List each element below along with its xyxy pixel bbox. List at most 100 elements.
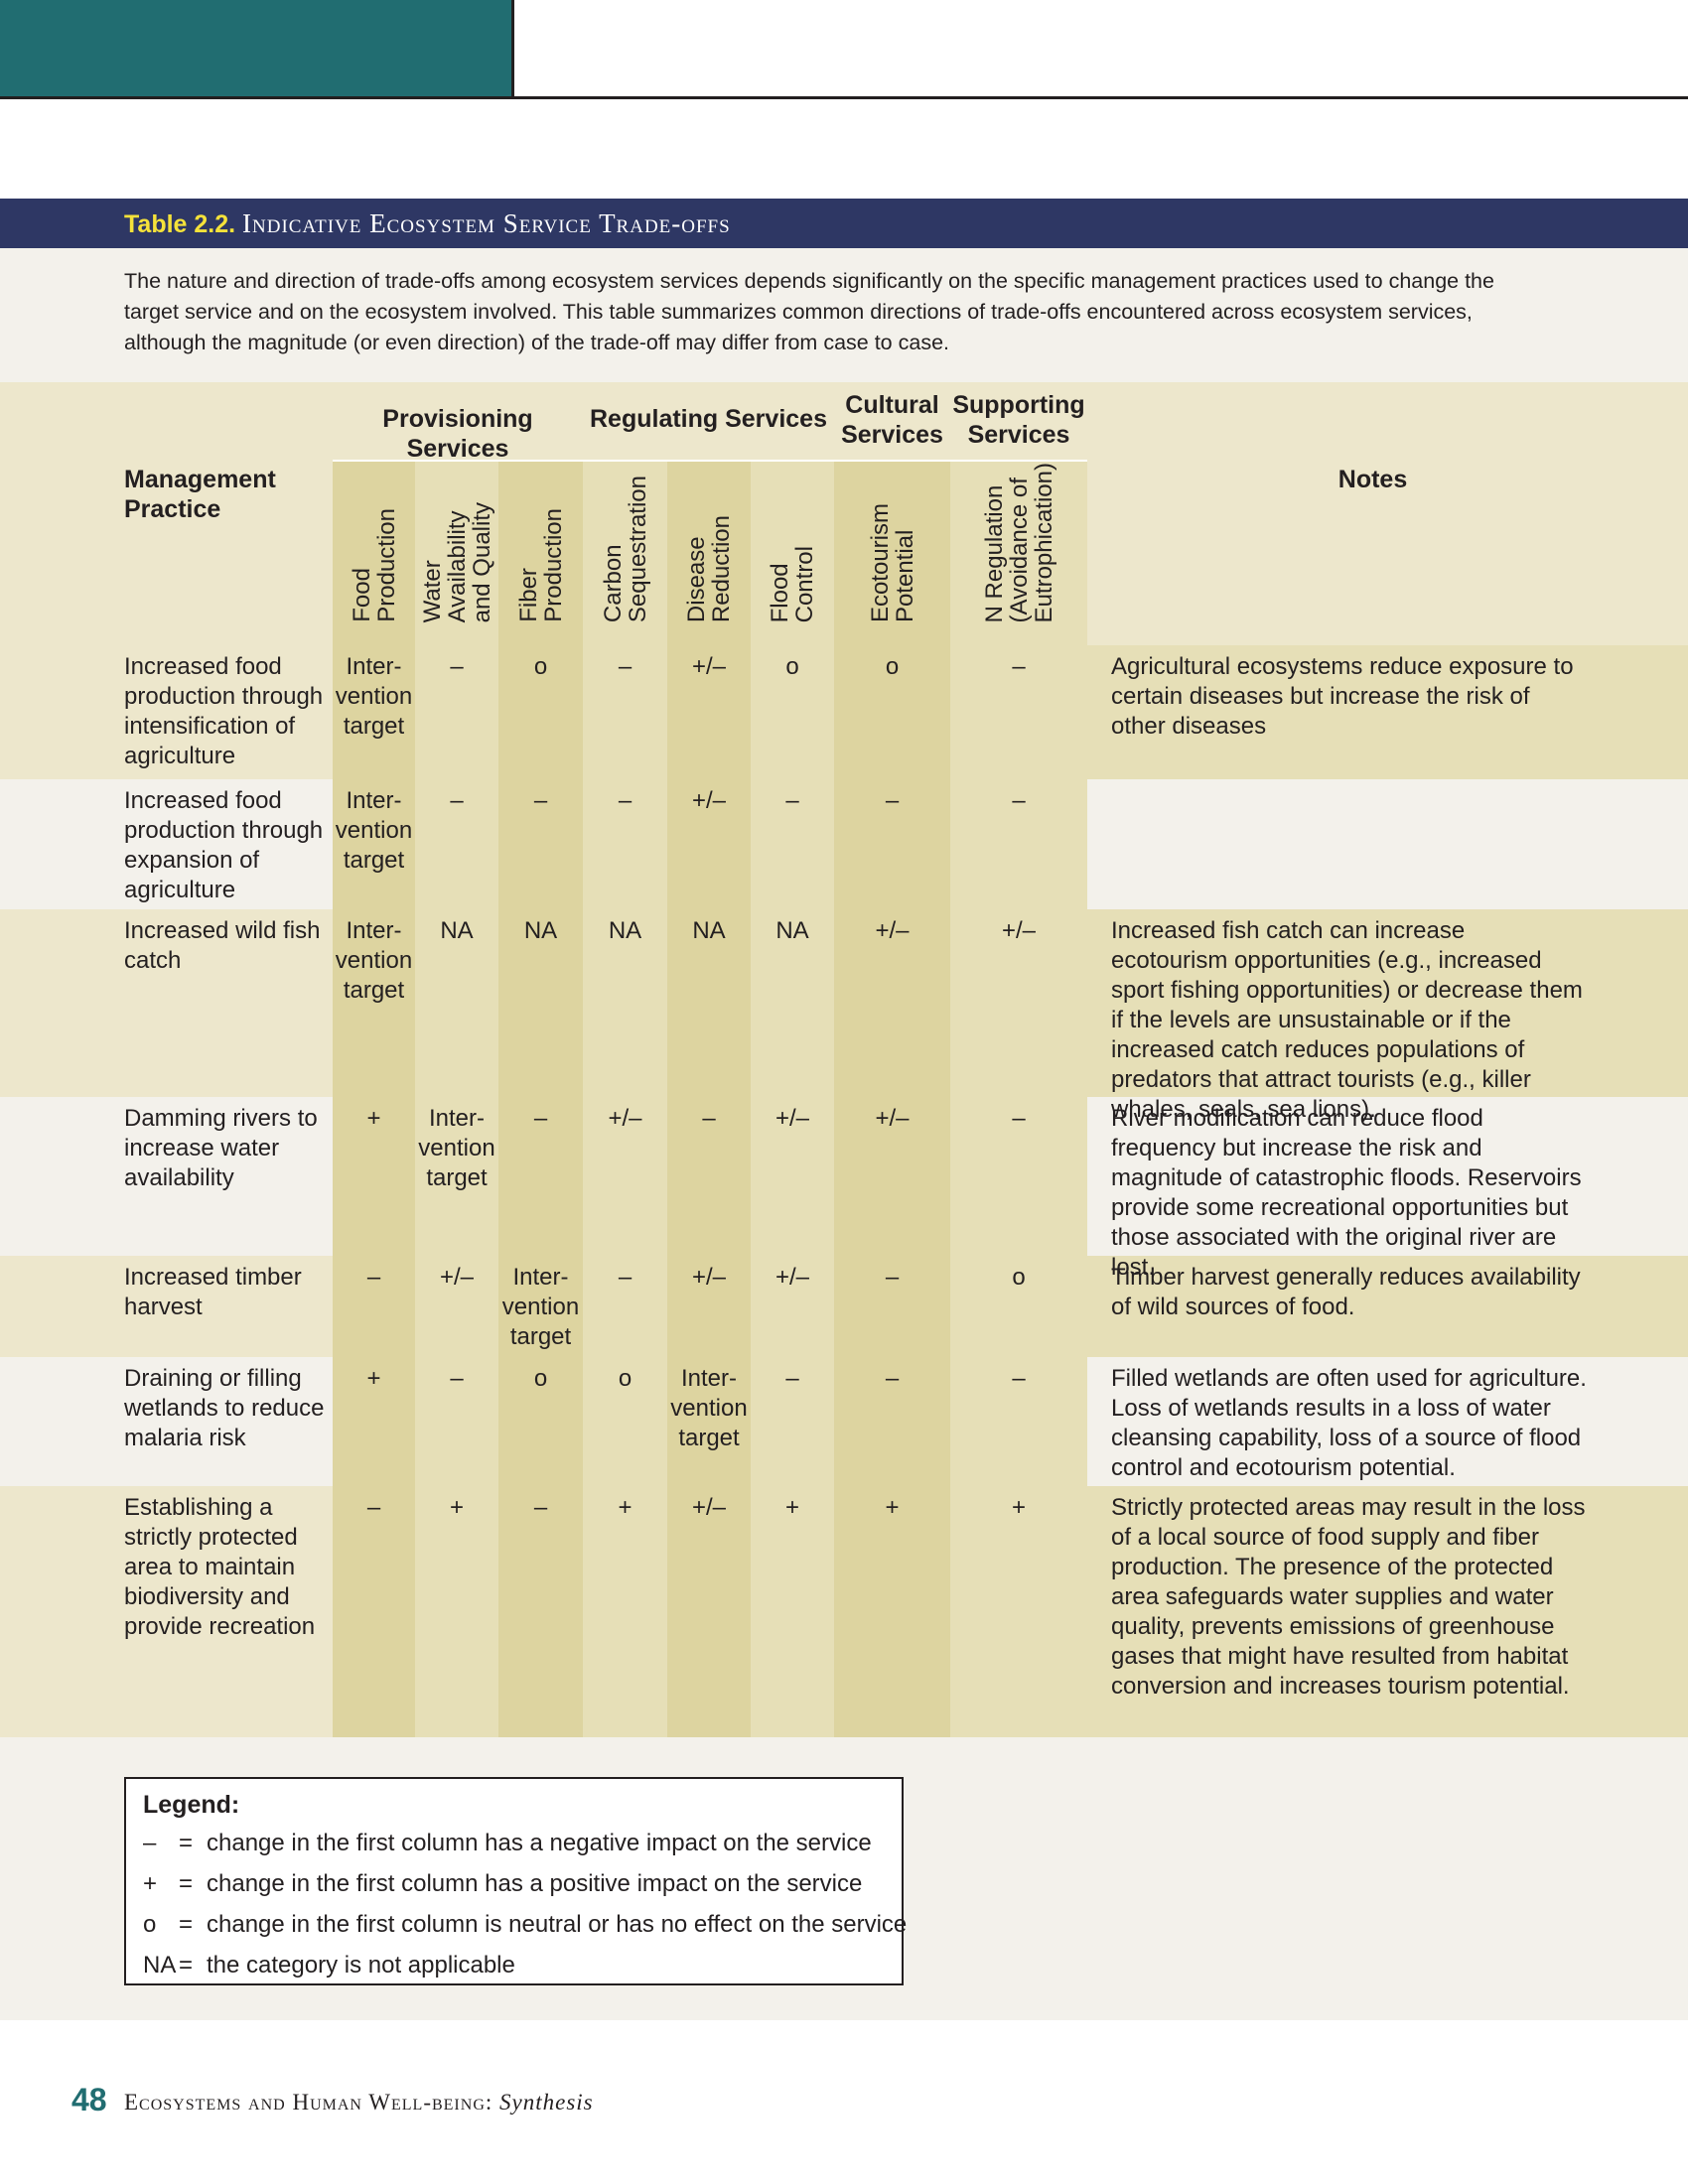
running-title-main: Ecosystems and Human Well-being: (124, 2090, 493, 2115)
value-cell: NA (775, 917, 809, 944)
column-band (415, 462, 498, 1737)
practice-cell: Increased timber harvest (124, 1264, 302, 1320)
value-cell: +/– (691, 1264, 727, 1291)
value-cell: +/– (691, 787, 727, 814)
legend-equals: = (179, 1911, 194, 1938)
value-cell: NA (523, 917, 558, 944)
legend-text: the category is not applicable (207, 1952, 515, 1979)
column-header: N Regulation (Avoidance of Eutrophicatio… (980, 462, 1057, 622)
legend-equals: = (179, 1870, 194, 1897)
practice-cell: Increased food production through intens… (124, 653, 324, 769)
intervention-target-cell: Inter-vention target (670, 1365, 748, 1451)
notes-band (1087, 1256, 1688, 1357)
value-cell: – (450, 787, 464, 814)
group-header-band (834, 382, 950, 460)
value-cell: NA (608, 917, 642, 944)
notes-cell: Filled wetlands are often used for agric… (1111, 1365, 1587, 1481)
intervention-target-cell: Inter-vention target (418, 1105, 495, 1191)
running-title-sub: Synthesis (499, 2090, 594, 2115)
column-band (498, 462, 583, 1737)
value-cell: +/– (875, 1105, 910, 1132)
legend-item: o = change in the first column is neutral … (143, 1904, 907, 1945)
notes-cell: Increased fish catch can increase ecotou… (1111, 917, 1583, 1123)
intervention-target-cell: Inter-vention target (501, 1264, 580, 1350)
notes-band (1087, 909, 1688, 1097)
notes-band (1087, 1486, 1688, 1737)
value-cell: – (785, 787, 799, 814)
value-cell: + (366, 1105, 381, 1132)
group-header-rule (950, 460, 1087, 462)
column-header: Flood Control (767, 545, 818, 622)
legend-equals: = (179, 1952, 194, 1979)
value-cell: +/– (875, 917, 910, 944)
table-number: Table 2.2. (124, 210, 236, 238)
value-cell: + (449, 1494, 464, 1521)
legend-item: + = change in the first column has a posit… (143, 1863, 902, 1904)
value-cell: – (885, 1264, 900, 1291)
legend-text: change in the first column has a positiv… (207, 1870, 863, 1897)
intervention-target-cell: Inter-vention target (335, 787, 413, 874)
header-divider (511, 0, 514, 97)
value-cell: o (885, 653, 900, 680)
header-tab-block (0, 0, 511, 97)
value-cell: – (1012, 1105, 1026, 1132)
value-cell: +/– (691, 1494, 727, 1521)
value-cell: +/– (439, 1264, 475, 1291)
group-header-rule (834, 460, 950, 462)
value-cell: + (618, 1494, 633, 1521)
value-cell: – (533, 787, 548, 814)
value-cell: +/– (608, 1105, 642, 1132)
group-header-band (583, 382, 834, 460)
legend-equals: = (179, 1830, 194, 1856)
service-group-header: Provisioning Services (382, 405, 533, 463)
practice-cell: Increased wild fish catch (124, 917, 321, 974)
value-cell: + (366, 1365, 381, 1392)
page-number: 48 (71, 2082, 107, 2117)
service-group-header: Regulating Services (590, 405, 827, 433)
practice-cell: Draining or filling wetlands to reduce m… (124, 1365, 325, 1451)
column-header: Fiber Production (514, 508, 567, 622)
table-intro: The nature and direction of trade-offs a… (124, 269, 1494, 354)
column-band (583, 462, 667, 1737)
group-header-band (950, 382, 1087, 460)
notes-cell: River modification can reduce flood freq… (1111, 1105, 1582, 1281)
value-cell: – (366, 1494, 381, 1521)
value-cell: NA (692, 917, 726, 944)
value-cell: + (885, 1494, 900, 1521)
practice-cell: Establishing a strictly protected area t… (124, 1494, 316, 1640)
notes-cell: Strictly protected areas may result in t… (1111, 1494, 1586, 1700)
value-cell: – (450, 653, 464, 680)
notes-cell: Agricultural ecosystems reduce exposure … (1111, 653, 1574, 740)
value-cell: +/– (691, 653, 727, 680)
value-cell: +/– (774, 1264, 810, 1291)
practice-cell: Damming rivers to increase water availab… (124, 1105, 318, 1191)
value-cell: +/– (774, 1105, 810, 1132)
column-header: Carbon Sequestration (599, 475, 651, 622)
value-cell: – (366, 1264, 381, 1291)
notes-header-band (1087, 382, 1688, 645)
running-title: Ecosystems and Human Well-being: Synthes… (124, 2090, 594, 2116)
group-header-band (333, 382, 583, 460)
practice-cell: Increased food production through expans… (124, 787, 324, 903)
value-cell: – (885, 787, 900, 814)
value-cell: o (533, 653, 548, 680)
legend-text: change in the first column has a negativ… (207, 1830, 872, 1856)
notes-band (1087, 645, 1688, 779)
value-cell: NA (440, 917, 474, 944)
value-cell: o (785, 653, 799, 680)
table-title-bar (0, 199, 1688, 248)
legend-item: NA = the category is not applicable (143, 1945, 902, 1985)
value-cell: – (533, 1105, 548, 1132)
legend-symbol: NA (143, 1952, 177, 1979)
table-name: Indicative Ecosystem Service Trade-offs (242, 208, 731, 238)
value-cell: +/– (1001, 917, 1037, 944)
column-header: Disease Reduction (683, 514, 735, 622)
legend-symbol: – (143, 1830, 157, 1856)
legend-text: change in the first column is neutral or… (207, 1911, 908, 1938)
value-cell: – (618, 1264, 633, 1291)
notes-header: Notes (1337, 466, 1408, 493)
service-group-header: Cultural Services (841, 391, 943, 449)
value-cell: – (1012, 653, 1026, 680)
tradeoff-table: Management Practice Notes Provisioning Ser… (0, 382, 1688, 1737)
header-rule (0, 96, 1688, 99)
